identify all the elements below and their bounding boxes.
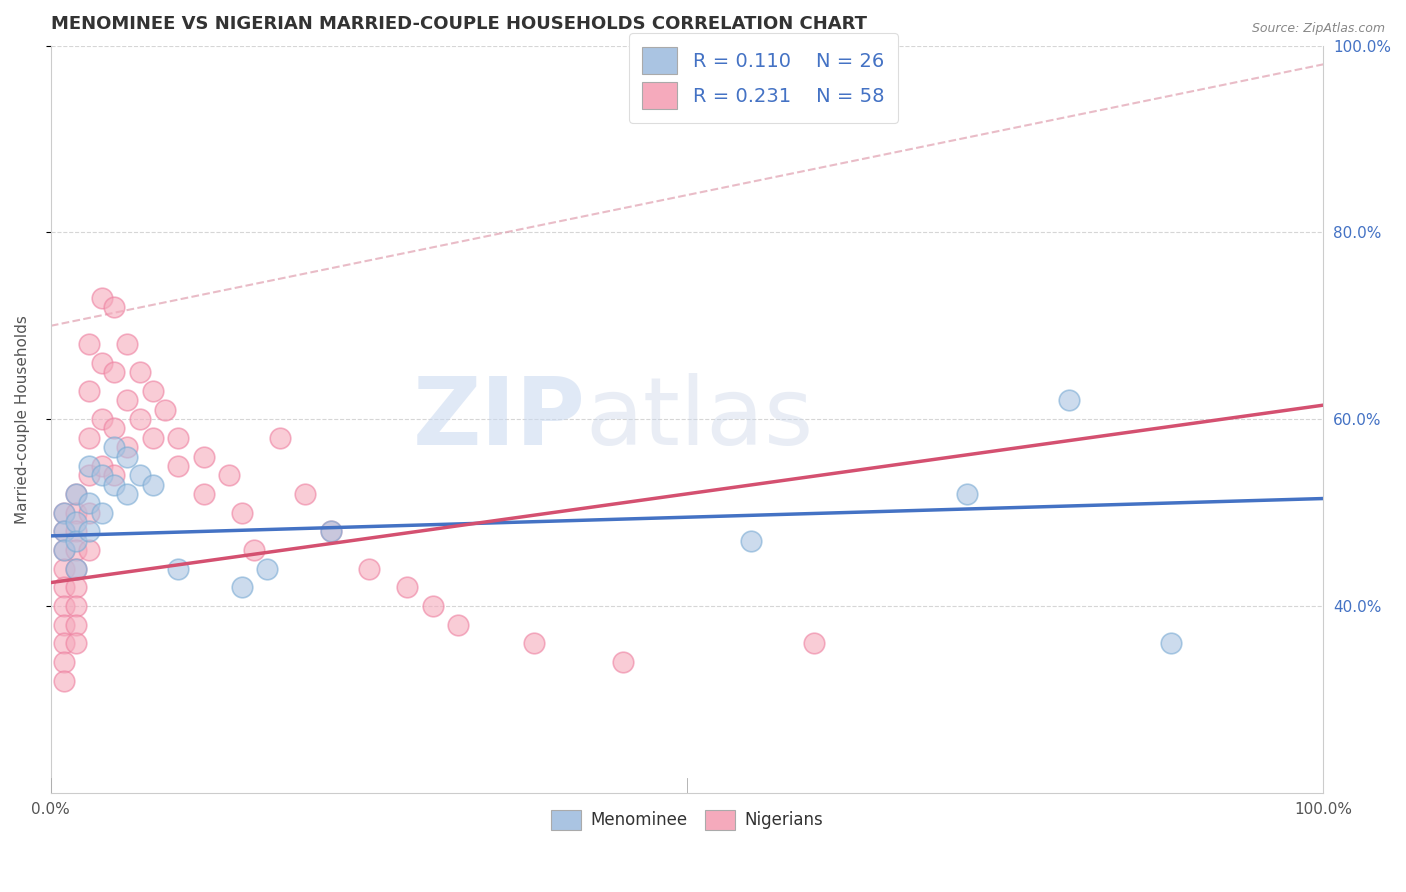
Point <box>52 673 75 688</box>
Point <box>803 636 825 650</box>
Point <box>103 477 125 491</box>
Point <box>65 515 87 529</box>
Point <box>256 561 278 575</box>
Point <box>90 506 112 520</box>
Point <box>52 506 75 520</box>
Text: Source: ZipAtlas.com: Source: ZipAtlas.com <box>1251 22 1385 36</box>
Point <box>396 580 419 594</box>
Point <box>129 366 152 380</box>
Legend: Menominee, Nigerians: Menominee, Nigerians <box>544 803 830 837</box>
Point <box>422 599 444 613</box>
Point <box>90 356 112 370</box>
Point <box>155 402 177 417</box>
Point <box>1160 636 1182 650</box>
Point <box>77 431 100 445</box>
Point <box>193 487 215 501</box>
Point <box>956 487 979 501</box>
Point <box>52 524 75 539</box>
Point <box>142 431 165 445</box>
Point <box>319 524 342 539</box>
Point <box>193 450 215 464</box>
Point <box>740 533 762 548</box>
Point <box>231 506 253 520</box>
Point <box>65 542 87 557</box>
Point <box>103 468 125 483</box>
Point <box>167 458 190 473</box>
Y-axis label: Married-couple Households: Married-couple Households <box>15 315 30 524</box>
Point <box>52 506 75 520</box>
Point <box>52 599 75 613</box>
Point <box>77 337 100 351</box>
Point <box>52 542 75 557</box>
Point <box>65 561 87 575</box>
Point <box>90 458 112 473</box>
Point <box>218 468 240 483</box>
Point <box>65 487 87 501</box>
Point <box>142 384 165 399</box>
Point <box>103 300 125 314</box>
Point <box>90 468 112 483</box>
Point <box>1057 393 1080 408</box>
Point <box>52 542 75 557</box>
Point <box>65 561 87 575</box>
Point <box>115 393 138 408</box>
Point <box>65 533 87 548</box>
Point <box>167 431 190 445</box>
Point <box>77 468 100 483</box>
Point <box>52 636 75 650</box>
Point <box>65 599 87 613</box>
Point <box>129 412 152 426</box>
Point <box>65 506 87 520</box>
Point <box>294 487 316 501</box>
Point <box>65 524 87 539</box>
Point <box>90 291 112 305</box>
Point <box>65 636 87 650</box>
Point <box>52 580 75 594</box>
Point <box>90 412 112 426</box>
Point <box>77 506 100 520</box>
Point <box>52 617 75 632</box>
Point <box>447 617 470 632</box>
Point <box>65 617 87 632</box>
Text: MENOMINEE VS NIGERIAN MARRIED-COUPLE HOUSEHOLDS CORRELATION CHART: MENOMINEE VS NIGERIAN MARRIED-COUPLE HOU… <box>51 15 868 33</box>
Point <box>319 524 342 539</box>
Point <box>77 458 100 473</box>
Point <box>65 487 87 501</box>
Point <box>231 580 253 594</box>
Point <box>129 468 152 483</box>
Point <box>65 580 87 594</box>
Text: ZIP: ZIP <box>412 373 585 465</box>
Text: atlas: atlas <box>585 373 814 465</box>
Point <box>115 487 138 501</box>
Point <box>523 636 546 650</box>
Point <box>77 524 100 539</box>
Point <box>357 561 380 575</box>
Point <box>52 561 75 575</box>
Point <box>115 337 138 351</box>
Point <box>115 450 138 464</box>
Point <box>103 440 125 454</box>
Point <box>612 655 634 669</box>
Point <box>77 542 100 557</box>
Point <box>269 431 291 445</box>
Point <box>103 366 125 380</box>
Point <box>243 542 266 557</box>
Point <box>77 384 100 399</box>
Point <box>77 496 100 510</box>
Point <box>167 561 190 575</box>
Point <box>115 440 138 454</box>
Point <box>52 655 75 669</box>
Point <box>52 524 75 539</box>
Point <box>103 421 125 435</box>
Point <box>142 477 165 491</box>
